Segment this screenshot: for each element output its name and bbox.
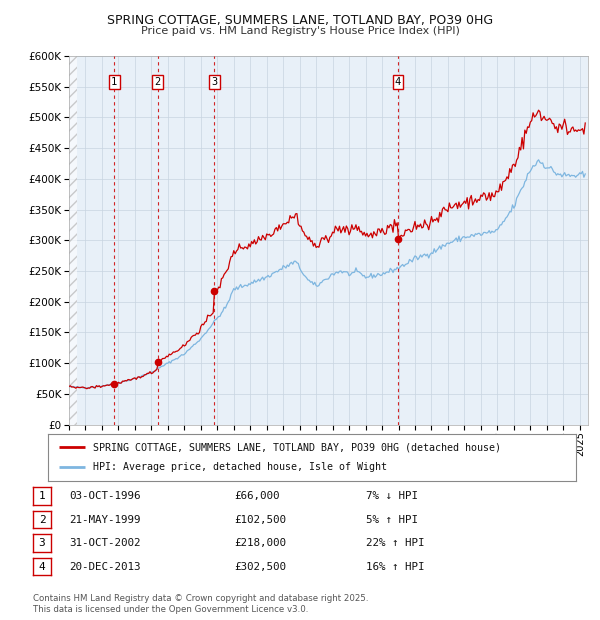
Text: 1: 1 — [111, 78, 118, 87]
Text: 20-DEC-2013: 20-DEC-2013 — [69, 562, 140, 572]
Text: 4: 4 — [395, 78, 401, 87]
Text: 21-MAY-1999: 21-MAY-1999 — [69, 515, 140, 525]
Text: 2: 2 — [155, 78, 161, 87]
Text: 7% ↓ HPI: 7% ↓ HPI — [366, 491, 418, 501]
Text: Contains HM Land Registry data © Crown copyright and database right 2025.: Contains HM Land Registry data © Crown c… — [33, 593, 368, 603]
Text: £218,000: £218,000 — [234, 538, 286, 548]
Text: SPRING COTTAGE, SUMMERS LANE, TOTLAND BAY, PO39 0HG: SPRING COTTAGE, SUMMERS LANE, TOTLAND BA… — [107, 14, 493, 27]
Text: 5% ↑ HPI: 5% ↑ HPI — [366, 515, 418, 525]
Text: £102,500: £102,500 — [234, 515, 286, 525]
Text: 4: 4 — [38, 562, 46, 572]
Text: Price paid vs. HM Land Registry's House Price Index (HPI): Price paid vs. HM Land Registry's House … — [140, 26, 460, 36]
Text: 3: 3 — [38, 538, 46, 548]
Text: 3: 3 — [211, 78, 218, 87]
Text: 16% ↑ HPI: 16% ↑ HPI — [366, 562, 425, 572]
Text: 2: 2 — [38, 515, 46, 525]
Text: SPRING COTTAGE, SUMMERS LANE, TOTLAND BAY, PO39 0HG (detached house): SPRING COTTAGE, SUMMERS LANE, TOTLAND BA… — [93, 442, 501, 452]
Text: This data is licensed under the Open Government Licence v3.0.: This data is licensed under the Open Gov… — [33, 604, 308, 614]
Text: 03-OCT-1996: 03-OCT-1996 — [69, 491, 140, 501]
Text: HPI: Average price, detached house, Isle of Wight: HPI: Average price, detached house, Isle… — [93, 463, 387, 472]
Text: 31-OCT-2002: 31-OCT-2002 — [69, 538, 140, 548]
Polygon shape — [69, 56, 77, 425]
Text: £66,000: £66,000 — [234, 491, 280, 501]
Text: 22% ↑ HPI: 22% ↑ HPI — [366, 538, 425, 548]
Text: 1: 1 — [38, 491, 46, 501]
Text: £302,500: £302,500 — [234, 562, 286, 572]
